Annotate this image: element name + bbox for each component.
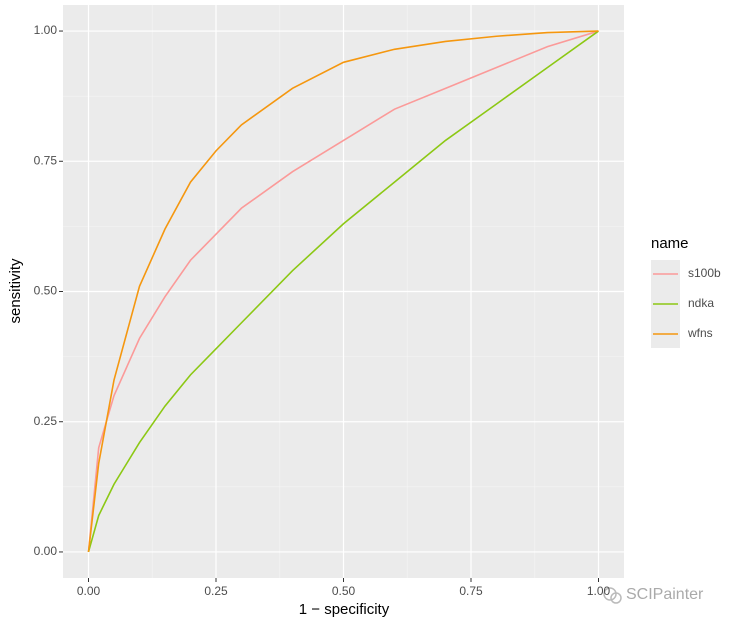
y-tick-label: 0.50 <box>34 284 58 298</box>
line <box>87 30 599 553</box>
y-tick-label: 0.25 <box>34 414 58 428</box>
watermark: SCIPainter <box>626 586 704 603</box>
x-tick-label: 0.75 <box>459 584 483 598</box>
x-tick-label: 0.25 <box>204 584 228 598</box>
y-tick-label: 0.00 <box>34 544 58 558</box>
y-tick-label: 1.00 <box>34 23 58 37</box>
y-tick-label: 0.75 <box>34 153 58 167</box>
x-tick-label: 0.00 <box>77 584 101 598</box>
legend-label: ndka <box>688 296 714 310</box>
legend-label: s100b <box>688 266 721 280</box>
x-axis-label: 1 − specificity <box>299 601 390 618</box>
x-tick-label: 0.50 <box>332 584 356 598</box>
line <box>87 30 599 553</box>
legend-label: wfns <box>687 326 713 340</box>
y-axis-label: sensitivity <box>7 258 24 324</box>
legend-title: name <box>651 235 689 252</box>
watermark-icon <box>603 587 622 604</box>
line <box>87 30 599 553</box>
x-tick-label: 1.00 <box>587 584 611 598</box>
